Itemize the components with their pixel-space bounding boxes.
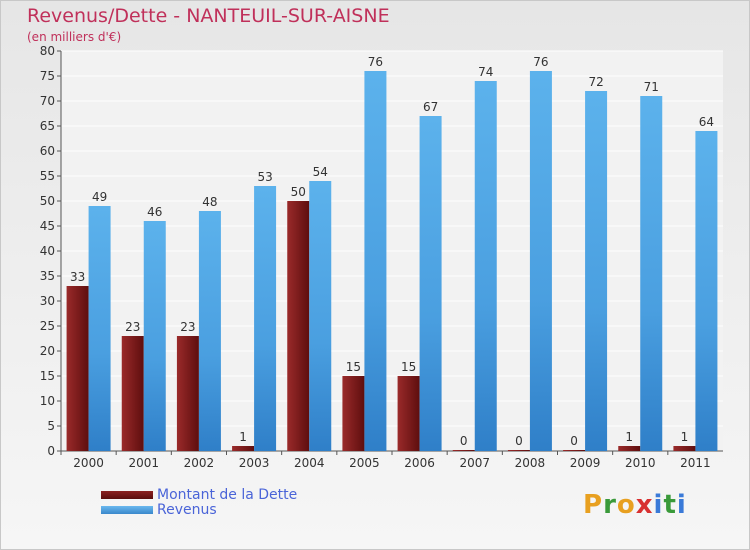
legend-item-revenue: Revenus bbox=[101, 501, 297, 518]
revenue-value-label: 64 bbox=[699, 115, 714, 129]
logo-letter: t bbox=[663, 490, 677, 520]
revenue-value-label: 67 bbox=[423, 100, 438, 114]
debt-value-label: 0 bbox=[515, 434, 523, 448]
revenue-value-label: 74 bbox=[478, 65, 493, 79]
x-tick-label: 2004 bbox=[294, 456, 325, 470]
revenue-bar bbox=[529, 71, 552, 451]
y-tick-label: 10 bbox=[40, 394, 55, 408]
y-tick-label: 60 bbox=[40, 144, 55, 158]
revenue-value-label: 54 bbox=[313, 165, 328, 179]
y-tick-label: 5 bbox=[47, 419, 55, 433]
revenue-bar bbox=[695, 131, 718, 451]
debt-bar bbox=[563, 450, 586, 451]
debt-bar bbox=[342, 376, 365, 451]
debt-bar bbox=[452, 450, 475, 451]
y-tick-label: 0 bbox=[47, 444, 55, 458]
revenue-bar bbox=[474, 81, 497, 451]
x-tick-label: 2011 bbox=[680, 456, 711, 470]
y-tick-label: 15 bbox=[40, 369, 55, 383]
y-tick-label: 20 bbox=[40, 344, 55, 358]
debt-bar bbox=[287, 201, 310, 451]
debt-value-label: 0 bbox=[460, 434, 468, 448]
y-tick-label: 45 bbox=[40, 219, 55, 233]
y-tick-label: 75 bbox=[40, 69, 55, 83]
revenue-value-label: 49 bbox=[92, 190, 107, 204]
debt-value-label: 23 bbox=[125, 320, 140, 334]
y-tick-label: 70 bbox=[40, 94, 55, 108]
logo-letter: i bbox=[676, 490, 687, 520]
x-tick-label: 2007 bbox=[459, 456, 490, 470]
debt-value-label: 1 bbox=[239, 430, 247, 444]
revenue-value-label: 76 bbox=[533, 55, 548, 69]
revenue-bar bbox=[254, 186, 277, 451]
revenue-value-label: 71 bbox=[644, 80, 659, 94]
revenue-value-label: 48 bbox=[202, 195, 217, 209]
logo-letter: P bbox=[583, 490, 604, 520]
debt-value-label: 1 bbox=[681, 430, 689, 444]
revenue-bar bbox=[419, 116, 442, 451]
debt-bar bbox=[397, 376, 420, 451]
debt-bar bbox=[66, 286, 89, 451]
chart-title: Revenus/Dette - NANTEUIL-SUR-AISNE bbox=[27, 5, 390, 27]
chart-subtitle: (en milliers d'€) bbox=[27, 30, 122, 44]
revenue-value-label: 53 bbox=[257, 170, 272, 184]
y-tick-label: 80 bbox=[40, 44, 55, 58]
debt-bar bbox=[618, 446, 641, 451]
logo-letter: r bbox=[603, 490, 617, 520]
y-tick-label: 50 bbox=[40, 194, 55, 208]
x-tick-label: 2009 bbox=[570, 456, 601, 470]
legend-swatch-revenue bbox=[101, 505, 153, 514]
debt-bar bbox=[507, 450, 530, 451]
proxiti-logo: Proxiti bbox=[583, 490, 687, 520]
x-tick-label: 2001 bbox=[128, 456, 159, 470]
y-tick-label: 55 bbox=[40, 169, 55, 183]
revenue-bar bbox=[309, 181, 332, 451]
debt-bar bbox=[673, 446, 696, 451]
x-tick-label: 2008 bbox=[515, 456, 546, 470]
x-tick-label: 2002 bbox=[184, 456, 215, 470]
debt-bar bbox=[176, 336, 199, 451]
y-tick-label: 30 bbox=[40, 294, 55, 308]
logo-letter: o bbox=[616, 490, 636, 520]
debt-value-label: 50 bbox=[291, 185, 306, 199]
y-tick-label: 35 bbox=[40, 269, 55, 283]
x-tick-label: 2006 bbox=[404, 456, 435, 470]
y-tick-label: 65 bbox=[40, 119, 55, 133]
revenue-value-label: 46 bbox=[147, 205, 162, 219]
revenue-bar bbox=[143, 221, 166, 451]
legend-item-debt: Montant de la Dette bbox=[101, 486, 298, 503]
legend-label-debt: Montant de la Dette bbox=[157, 486, 298, 503]
revenue-bar bbox=[640, 96, 663, 451]
logo-letter: i bbox=[653, 490, 664, 520]
debt-value-label: 15 bbox=[346, 360, 361, 374]
revenue-bar bbox=[585, 91, 608, 451]
revenue-bar bbox=[198, 211, 221, 451]
legend: Montant de la Dette Revenus bbox=[101, 486, 298, 518]
revenue-bar bbox=[364, 71, 387, 451]
debt-bar bbox=[232, 446, 255, 451]
y-tick-label: 25 bbox=[40, 319, 55, 333]
debt-value-label: 23 bbox=[180, 320, 195, 334]
revenue-value-label: 72 bbox=[588, 75, 603, 89]
debt-value-label: 15 bbox=[401, 360, 416, 374]
legend-label-revenue: Revenus bbox=[157, 501, 217, 518]
x-tick-label: 2005 bbox=[349, 456, 380, 470]
revenue-value-label: 76 bbox=[368, 55, 383, 69]
x-tick-label: 2010 bbox=[625, 456, 656, 470]
y-tick-label: 40 bbox=[40, 244, 55, 258]
x-tick-label: 2003 bbox=[239, 456, 270, 470]
debt-value-label: 1 bbox=[625, 430, 633, 444]
legend-swatch-debt bbox=[101, 490, 153, 499]
debt-bar bbox=[121, 336, 144, 451]
x-tick-label: 2000 bbox=[73, 456, 104, 470]
revenue-bar bbox=[88, 206, 111, 451]
debt-value-label: 33 bbox=[70, 270, 85, 284]
logo-letter: x bbox=[635, 490, 654, 520]
debt-value-label: 0 bbox=[570, 434, 578, 448]
